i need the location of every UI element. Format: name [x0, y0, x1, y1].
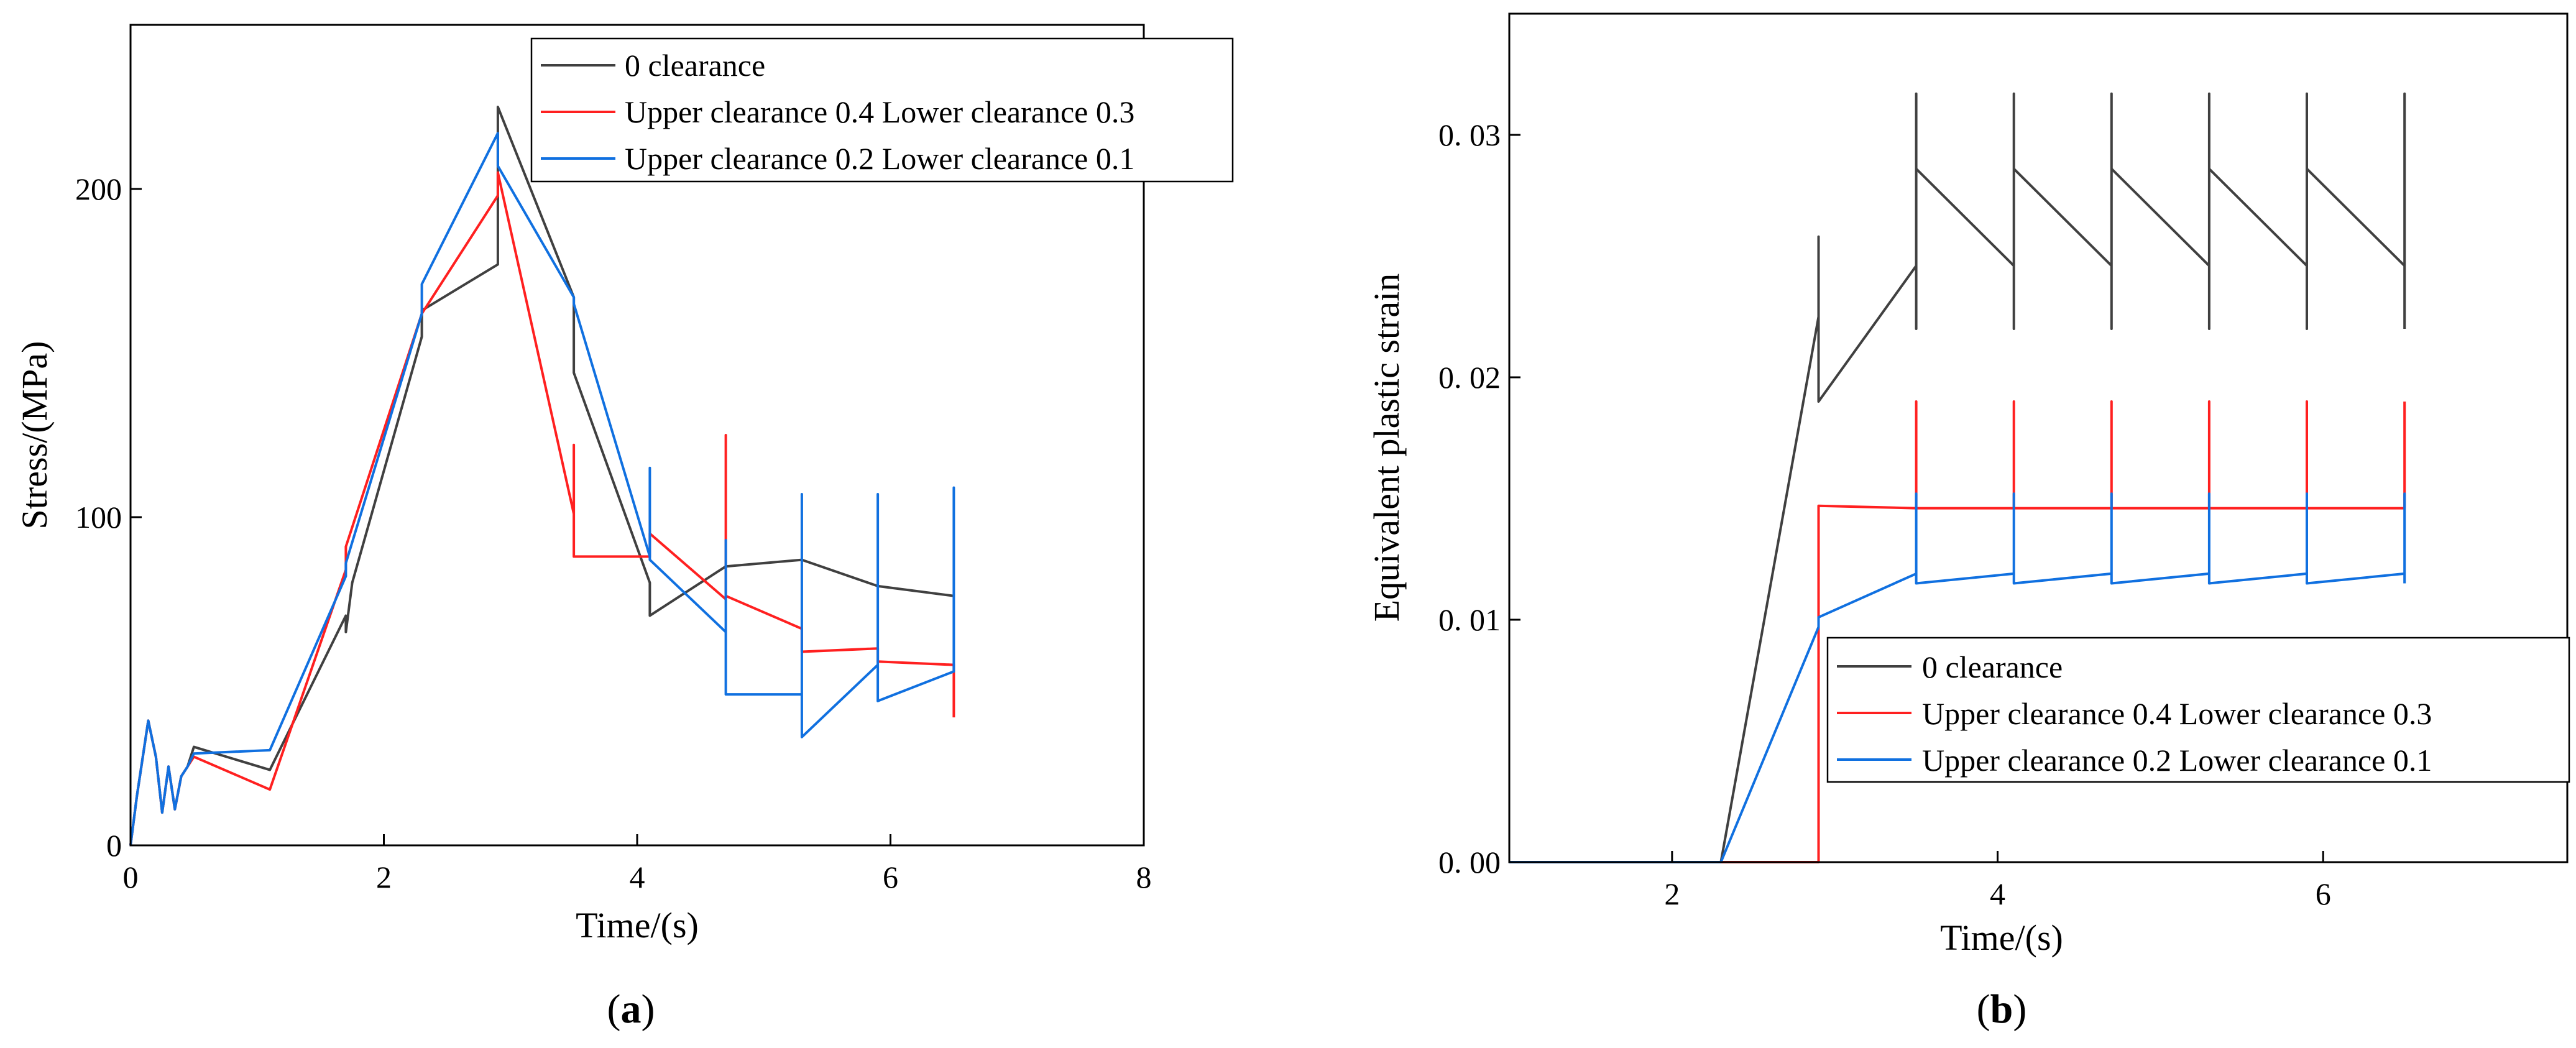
panel-b-series-line-2	[1509, 492, 2406, 863]
panel-a-series-layer	[129, 106, 955, 846]
panel-a-legend-entry-0: 0 clearance	[541, 48, 765, 83]
panel-a-label-close: )	[642, 986, 655, 1032]
panel-b-label-open: (	[1977, 986, 1990, 1032]
panel-a-y-tick-label-1: 100	[75, 500, 122, 535]
panel-a-x-tick-label-1: 2	[376, 860, 392, 894]
panel-b-legend-box	[1826, 637, 2570, 783]
panel-a-series-line-0	[129, 106, 954, 846]
panel-a-y-axis-title: Stress/(MPa)	[14, 341, 55, 530]
panel-b-legend-entry-2: Upper clearance 0.2 Lower clearance 0.1	[1837, 743, 2432, 778]
panel-a-chart: 0 2 4 6 8 0 100 200 Time/(s) Stress/(MPa) 0 cle…	[14, 24, 1234, 1032]
panel-b-chart: 2 4 6 0. 00 0. 01 0. 02 0. 03 Time/(s) Equival…	[1366, 12, 2570, 1032]
panel-b-ticks: 2 4 6 0. 00 0. 01 0. 02 0. 03	[1438, 117, 2331, 911]
panel-a-series-line-1	[129, 171, 955, 846]
panel-b-legend-entry-1: Upper clearance 0.4 Lower clearance 0.3	[1837, 696, 2432, 731]
panel-b-y-axis-title: Equivalent plastic strain	[1366, 273, 1407, 622]
panel-a-x-tick-label-2: 4	[630, 860, 645, 894]
panel-a-label: (a)	[607, 986, 655, 1032]
panel-b-legend-entry-0: 0 clearance	[1837, 650, 2063, 684]
panel-b-x-tick-label-1: 4	[1990, 876, 2005, 911]
panel-a-x-tick-label-0: 0	[123, 860, 139, 894]
panel-a-legend-label-1: Upper clearance 0.4 Lower clearance 0.3	[625, 94, 1134, 129]
panel-a-legend-label-2: Upper clearance 0.2 Lower clearance 0.1	[625, 141, 1134, 176]
panel-a-x-axis-title: Time/(s)	[576, 905, 699, 945]
panel-a-y-tick-label-2: 200	[75, 172, 122, 206]
panel-b-legend-label-2: Upper clearance 0.2 Lower clearance 0.1	[1922, 743, 2432, 778]
panel-a-legend-entry-1: Upper clearance 0.4 Lower clearance 0.3	[541, 94, 1134, 129]
panel-b-y-tick-label-3: 0. 03	[1438, 117, 1501, 152]
panel-b-label-close: )	[2013, 986, 2026, 1032]
panel-b-label-letter: b	[1990, 986, 2013, 1032]
panel-b-series-line-1	[1509, 400, 2406, 863]
panel-b-x-axis-title: Time/(s)	[1940, 917, 2063, 958]
panel-a-legend: 0 clearance Upper clearance 0.4 Lower cl…	[530, 37, 1234, 183]
panel-a-ticks: 0 2 4 6 8 0 100 200	[75, 172, 1152, 894]
panel-a-x-tick-label-3: 6	[883, 860, 898, 894]
panel-a-legend-entry-2: Upper clearance 0.2 Lower clearance 0.1	[541, 141, 1134, 176]
panel-a-label-open: (	[607, 986, 621, 1032]
panel-b-x-tick-label-2: 6	[2316, 876, 2331, 911]
panel-a-legend-label-0: 0 clearance	[625, 48, 765, 83]
panel-b-plot-frame	[1508, 12, 2569, 863]
panel-b-legend-label-0: 0 clearance	[1922, 650, 2063, 684]
panel-a-label-letter: a	[621, 986, 642, 1032]
panel-a-x-tick-label-4: 8	[1136, 860, 1152, 894]
panel-b-series-line-0	[1509, 92, 2406, 863]
panel-a-y-tick-label-0: 0	[106, 828, 122, 863]
panel-b-y-tick-label-1: 0. 01	[1438, 602, 1501, 637]
panel-b-series-layer	[1509, 92, 2406, 863]
panel-b-x-tick-label-0: 2	[1664, 876, 1680, 911]
panel-b-y-tick-label-0: 0. 00	[1438, 845, 1501, 880]
panel-b-y-tick-label-2: 0. 02	[1438, 360, 1501, 395]
panel-b-legend-label-1: Upper clearance 0.4 Lower clearance 0.3	[1922, 696, 2432, 731]
panel-a-legend-box	[530, 37, 1234, 183]
panel-b-label: (b)	[1977, 986, 2027, 1032]
panel-a-series-line-2	[129, 132, 955, 846]
panel-b-legend: 0 clearance Upper clearance 0.4 Lower cl…	[1826, 637, 2570, 783]
